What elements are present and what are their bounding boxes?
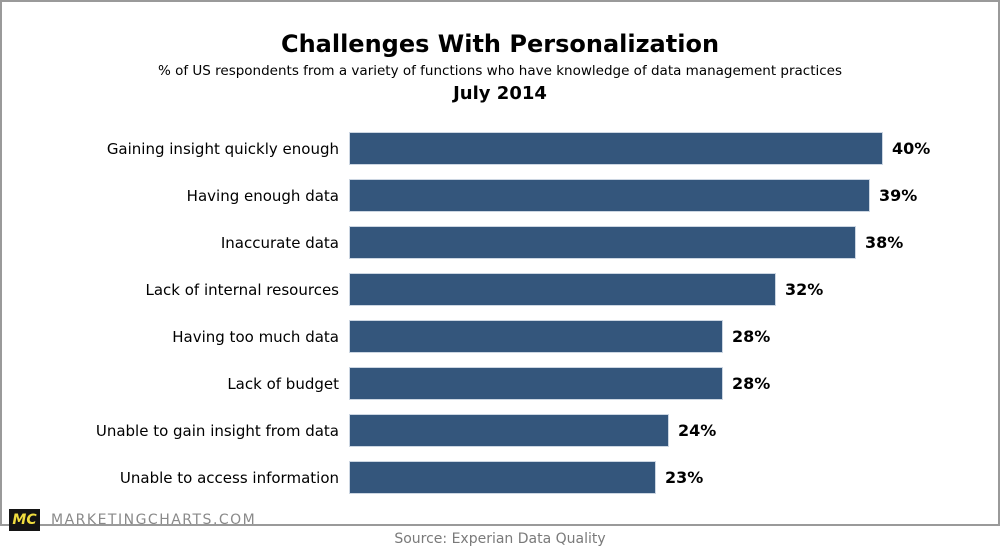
bar: [349, 273, 776, 306]
chart-frame: Challenges With Personalization % of US …: [0, 0, 1000, 531]
chart-period: July 2014: [453, 83, 547, 104]
value-label: 23%: [665, 468, 704, 487]
bar: [349, 132, 883, 165]
bar-row: Having enough data 39%: [2, 172, 998, 219]
category-label: Having enough data: [186, 186, 339, 205]
bar-row: Inaccurate data 38%: [2, 219, 998, 266]
value-label: 24%: [678, 421, 717, 440]
value-label: 32%: [785, 280, 824, 299]
value-label: 28%: [732, 374, 771, 393]
bar-row: Gaining insight quickly enough 40%: [2, 125, 998, 172]
value-label: 38%: [865, 233, 904, 252]
bar-track: 28%: [349, 367, 998, 400]
chart-subtitle: % of US respondents from a variety of fu…: [157, 63, 843, 79]
mc-logo: MC: [9, 509, 40, 531]
category-label: Having too much data: [172, 327, 339, 346]
category-label: Inaccurate data: [220, 233, 339, 252]
bar-row: Lack of budget 28%: [2, 360, 998, 407]
site-name: MARKETINGCHARTS.COM: [51, 512, 257, 528]
bar-track: 32%: [349, 273, 998, 306]
bar-track: 39%: [349, 179, 998, 212]
bar-track: 38%: [349, 226, 998, 259]
bar: [349, 179, 870, 212]
bar-track: 23%: [349, 461, 998, 494]
value-label: 28%: [732, 327, 771, 346]
bar: [349, 226, 856, 259]
bar-row: Unable to access information 23%: [2, 454, 998, 501]
bar-row: Having too much data 28%: [2, 313, 998, 360]
marketingcharts-brand: MC MARKETINGCHARTS.COM: [9, 509, 256, 531]
source-attribution: Source: Experian Data Quality: [394, 531, 606, 547]
value-label: 39%: [879, 186, 918, 205]
bar-row: Unable to gain insight from data 24%: [2, 407, 998, 454]
bar: [349, 320, 723, 353]
bar-row: Lack of internal resources 32%: [2, 266, 998, 313]
chart-title: Challenges With Personalization: [280, 30, 720, 58]
bar-track: 24%: [349, 414, 998, 447]
bar-track: 28%: [349, 320, 998, 353]
bar: [349, 414, 669, 447]
category-label: Lack of budget: [227, 374, 339, 393]
category-label: Unable to access information: [119, 468, 339, 487]
bar-track: 40%: [349, 132, 998, 165]
category-label: Lack of internal resources: [145, 280, 340, 299]
bar-chart: Gaining insight quickly enough 40% Havin…: [2, 125, 998, 501]
bar: [349, 461, 656, 494]
bar: [349, 367, 723, 400]
category-label: Unable to gain insight from data: [95, 421, 339, 440]
category-label: Gaining insight quickly enough: [106, 139, 339, 158]
value-label: 40%: [892, 139, 931, 158]
